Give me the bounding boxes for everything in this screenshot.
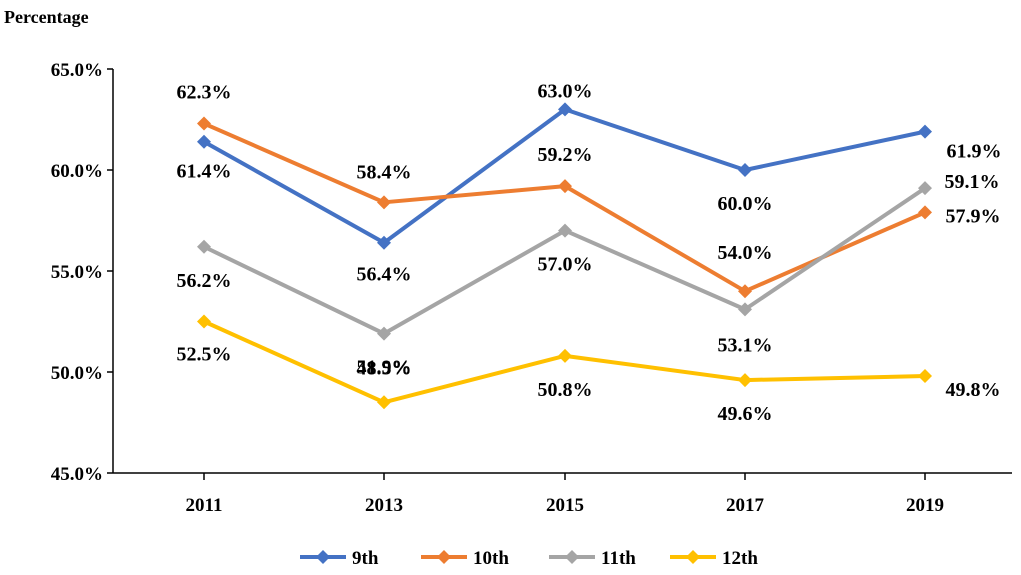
data-point: [918, 369, 932, 384]
data-point: [738, 373, 752, 388]
data-point: [377, 395, 391, 410]
y-tick-label: 55.0%: [51, 262, 103, 283]
data-label: 57.9%: [946, 205, 1001, 227]
data-label: 58.4%: [357, 161, 412, 183]
data-point: [558, 348, 572, 363]
legend-item-12th: 12th: [670, 548, 758, 569]
legend-item-11th: 11th: [549, 548, 636, 569]
data-point: [738, 163, 752, 177]
data-label: 51.9%: [357, 357, 412, 379]
data-point: [918, 124, 932, 139]
y-axis-title: Percentage: [4, 7, 89, 27]
axes: 45.0% 50.0% 55.0% 60.0% 65.0% 2011 2013 2015 201…: [51, 60, 1012, 516]
series-12th: [197, 314, 932, 410]
data-label: 48.5%: [357, 357, 412, 379]
legend-marker: [316, 550, 330, 564]
legend-marker: [565, 550, 579, 564]
data-label: 50.8%: [538, 379, 593, 401]
y-tick-label: 60.0%: [51, 161, 103, 182]
data-point: [197, 239, 211, 254]
legend: 9th 10th 11th 12th: [300, 548, 758, 569]
data-label: 63.0%: [538, 80, 593, 102]
y-tick-label: 50.0%: [51, 363, 103, 384]
legend-marker: [686, 550, 700, 564]
data-label: 61.4%: [177, 161, 232, 183]
data-label: 56.2%: [177, 270, 232, 292]
x-tick-label: 2019: [906, 495, 944, 516]
data-point: [377, 326, 391, 341]
data-point: [738, 284, 752, 299]
data-point: [377, 195, 391, 210]
data-point: [197, 314, 211, 329]
data-label: 57.0%: [538, 254, 593, 276]
series-layer: [197, 102, 932, 410]
legend-label: 11th: [601, 548, 636, 569]
x-tick-label: 2015: [546, 495, 584, 516]
data-label: 49.6%: [718, 403, 773, 425]
data-point: [197, 116, 211, 131]
y-tick-label: 45.0%: [51, 464, 103, 485]
data-label: 59.2%: [538, 144, 593, 166]
series-10th: [197, 116, 932, 299]
y-tick-label: 65.0%: [51, 60, 103, 81]
legend-marker: [437, 550, 451, 564]
data-point: [558, 179, 572, 194]
x-tick-label: 2013: [365, 495, 403, 516]
data-label: 54.0%: [718, 242, 773, 264]
x-tick-label: 2017: [726, 495, 765, 516]
data-labels: 61.4% 56.4% 63.0% 60.0% 61.9% 62.3% 58.4% 59.2%…: [177, 80, 1002, 425]
data-label: 61.9%: [947, 141, 1002, 163]
legend-item-10th: 10th: [421, 548, 509, 569]
data-label: 56.4%: [357, 264, 412, 286]
data-point: [197, 134, 211, 149]
data-point: [377, 235, 391, 250]
series-11th: [197, 181, 932, 341]
x-tick-label: 2011: [186, 495, 223, 516]
series-line-9th: [203, 107, 926, 245]
legend-label: 12th: [722, 548, 758, 569]
data-point: [918, 181, 932, 196]
data-point: [918, 205, 932, 220]
data-point: [558, 223, 572, 238]
data-label: 49.8%: [946, 379, 1001, 401]
legend-label: 10th: [473, 548, 509, 569]
legend-label: 9th: [352, 548, 379, 569]
data-point: [738, 302, 752, 317]
data-label: 62.3%: [177, 82, 232, 104]
data-label: 60.0%: [718, 193, 773, 215]
data-point: [558, 102, 572, 117]
data-label: 59.1%: [945, 171, 1000, 193]
series-9th: [197, 102, 932, 250]
legend-item-9th: 9th: [300, 548, 379, 569]
data-label: 52.5%: [177, 344, 232, 366]
data-label: 53.1%: [718, 334, 773, 356]
